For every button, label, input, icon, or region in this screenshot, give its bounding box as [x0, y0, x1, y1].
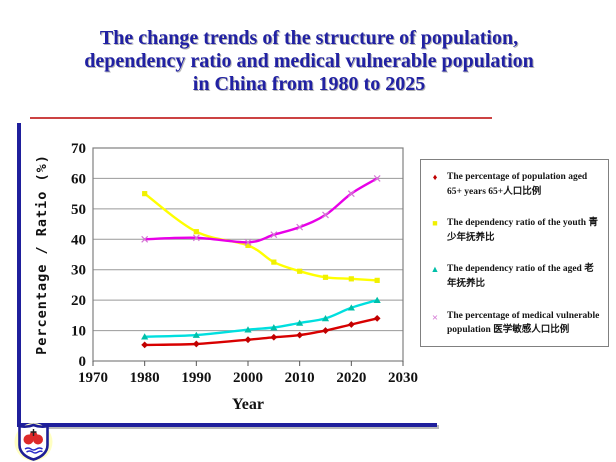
legend-cross-icon: ×	[431, 311, 439, 324]
data-point-2-2010	[296, 319, 304, 326]
data-point-3-1980-b	[141, 235, 149, 243]
legend-item-3: × The percentage of medical vulnerable po…	[429, 309, 603, 338]
slide-title-line-2: dependency ratio and medical vulnerable …	[84, 50, 534, 72]
legend-item-2: ▲ The dependency ratio of the aged 老年抚养比	[429, 262, 603, 291]
y-tick-label-20: 20	[71, 293, 86, 309]
data-point-0-2020	[347, 321, 355, 328]
series-line-3	[143, 177, 379, 244]
legend-label-1: The dependency ratio of the youth 青少年抚养比	[447, 218, 598, 243]
x-tick-label-2020: 2020	[336, 370, 366, 386]
y-tick-label-0: 0	[79, 354, 87, 370]
slide-title: The change trends of the structure of po…	[18, 27, 600, 96]
data-point-3-2000-b	[244, 238, 252, 246]
x-tick-label-1990: 1990	[181, 370, 211, 386]
y-tick-label-70: 70	[71, 141, 86, 157]
data-point-0-2025	[373, 315, 381, 322]
data-point-0-2015	[322, 327, 329, 334]
data-point-0-2000	[244, 336, 252, 344]
y-tick-label-50: 50	[71, 202, 86, 218]
data-point-0-2005	[270, 333, 278, 341]
data-point-2-1990	[192, 331, 200, 338]
bottom-frame-bar	[17, 423, 437, 427]
data-point-2-2015	[321, 315, 330, 322]
data-point-2-2000	[244, 326, 252, 333]
series-line-2	[143, 298, 379, 338]
y-axis-title: Percentage / Ratio (%)	[34, 154, 50, 355]
legend-label-0: The percentage of population aged 65+ ye…	[447, 172, 588, 197]
left-frame-bar	[17, 123, 21, 424]
legend-diamond-icon: ♦	[432, 172, 438, 182]
legend-item-1: ■ The dependency ratio of the youth 青少年抚养…	[429, 216, 603, 245]
title-separator-rule	[30, 117, 492, 119]
y-tick-label-40: 40	[71, 232, 86, 248]
data-point-1-2005	[271, 259, 277, 265]
data-point-3-2010-b	[296, 223, 304, 231]
data-point-0-1980	[141, 341, 149, 349]
data-point-0-1990	[192, 340, 200, 348]
data-point-1-2015	[322, 274, 329, 280]
data-point-3-2015-b	[322, 211, 329, 219]
data-point-2-1980	[141, 333, 149, 340]
series-line-0	[143, 317, 379, 347]
x-tick-label-2010: 2010	[285, 370, 315, 386]
x-tick-label-2030: 2030	[388, 370, 418, 386]
chart-legend: ♦ The percentage of population aged 65+ y…	[420, 159, 609, 347]
x-tick-label-2000: 2000	[233, 370, 263, 386]
legend-square-icon: ■	[432, 218, 438, 229]
legend-label-2: The dependency ratio of the aged 老年抚养比	[447, 264, 594, 290]
legend-label-3: The percentage of medical vulnerable pop…	[447, 310, 600, 336]
x-tick-label-1970: 1970	[78, 370, 108, 386]
data-point-1-1990	[193, 229, 199, 235]
x-tick-label-1980: 1980	[130, 370, 160, 386]
data-point-3-2020-b	[347, 190, 355, 198]
data-point-2-2025	[373, 296, 381, 303]
legend-triangle-icon: ▲	[430, 264, 440, 275]
data-point-2-2020	[347, 304, 355, 311]
data-point-1-2000	[245, 242, 251, 248]
slide-title-line-1: The change trends of the structure of po…	[99, 27, 519, 49]
y-tick-label-30: 30	[71, 263, 86, 279]
y-tick-label-60: 60	[71, 171, 86, 187]
data-point-2-2005	[270, 324, 278, 331]
data-point-1-1980	[142, 191, 148, 197]
university-crest-logo	[13, 421, 54, 462]
data-point-3-2025-b	[373, 175, 381, 182]
legend-item-0: ♦ The percentage of population aged 65+ y…	[429, 170, 603, 199]
data-point-1-2020	[348, 276, 354, 282]
data-point-3-2005-b	[270, 231, 278, 239]
slide-title-line-3: in China from 1980 to 2025	[192, 73, 426, 95]
y-tick-label-10: 10	[71, 324, 86, 340]
data-point-1-2010	[297, 268, 303, 274]
crest-icon	[14, 423, 53, 461]
data-point-0-2010	[296, 331, 304, 339]
x-axis-title: Year	[232, 396, 264, 413]
data-point-1-2025	[374, 277, 380, 283]
data-point-3-1990-b	[192, 234, 200, 242]
